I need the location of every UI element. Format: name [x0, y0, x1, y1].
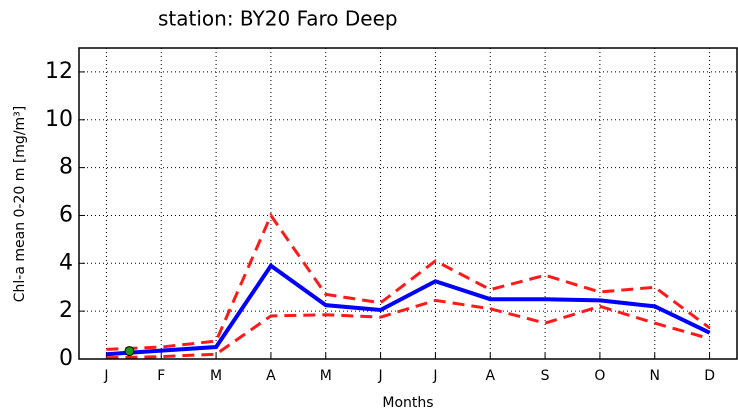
x-tick-label: J [103, 368, 108, 384]
series-line [106, 262, 711, 357]
x-tick-label: M [320, 368, 332, 384]
x-tick-label: O [594, 368, 605, 384]
x-tick-label: N [650, 368, 660, 384]
series-line [106, 212, 711, 351]
x-tick-label: M [210, 368, 222, 384]
data-point [124, 346, 135, 357]
x-tick-label: F [157, 368, 165, 384]
y-axis-label: Chl-a mean 0-20 m [mg/m³] [12, 106, 28, 303]
y-tick-label: 12 [45, 59, 73, 84]
y-tick-label: 10 [45, 107, 73, 132]
chart-title: station: BY20 Faro Deep [158, 7, 398, 31]
x-tick-label: A [266, 368, 276, 384]
y-tick-label: 2 [59, 298, 73, 323]
plot-frame [78, 47, 738, 360]
series-line [106, 298, 710, 360]
x-tick-label: J [432, 368, 437, 384]
y-tick-label: 6 [59, 202, 73, 227]
y-tick-label: 8 [59, 155, 73, 180]
y-tick-label: 0 [59, 346, 73, 371]
x-tick-label: A [485, 368, 495, 384]
x-tick-label: J [378, 368, 383, 384]
x-axis-label: Months [382, 395, 433, 411]
x-tick-label: D [704, 368, 715, 384]
y-tick-label: 4 [59, 250, 73, 275]
x-tick-label: S [541, 368, 550, 384]
